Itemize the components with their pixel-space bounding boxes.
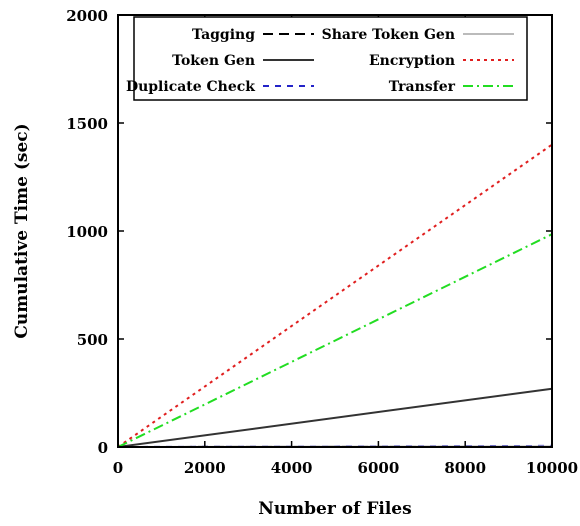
x-tick-label: 10000 (526, 459, 578, 477)
x-tick-label: 4000 (271, 459, 313, 477)
y-tick-label: 1500 (66, 115, 108, 133)
legend-label: Tagging (192, 27, 255, 43)
y-tick-label: 1000 (66, 223, 108, 241)
legend-label: Duplicate Check (126, 79, 255, 95)
legend: Tagging Token Gen Duplicate Check Share Tok… (126, 17, 527, 100)
x-tick-label: 2000 (184, 459, 226, 477)
legend-label: Transfer (389, 79, 456, 95)
x-tick-label: 0 (113, 459, 123, 477)
legend-label: Share Token Gen (322, 27, 455, 43)
legend-label: Token Gen (172, 53, 255, 69)
y-tick-label: 0 (98, 439, 108, 457)
y-tick-label: 500 (77, 331, 108, 349)
x-tick-label: 8000 (444, 459, 486, 477)
y-axis-label: Cumulative Time (sec) (12, 123, 32, 338)
x-axis-label: Number of Files (258, 499, 411, 519)
y-tick-label: 2000 (66, 7, 108, 25)
series-line-5 (118, 234, 552, 447)
series-lines (118, 145, 552, 447)
series-line-1 (118, 389, 552, 447)
series-line-4 (118, 145, 552, 447)
legend-label: Encryption (369, 53, 455, 69)
x-tick-label: 6000 (358, 459, 400, 477)
